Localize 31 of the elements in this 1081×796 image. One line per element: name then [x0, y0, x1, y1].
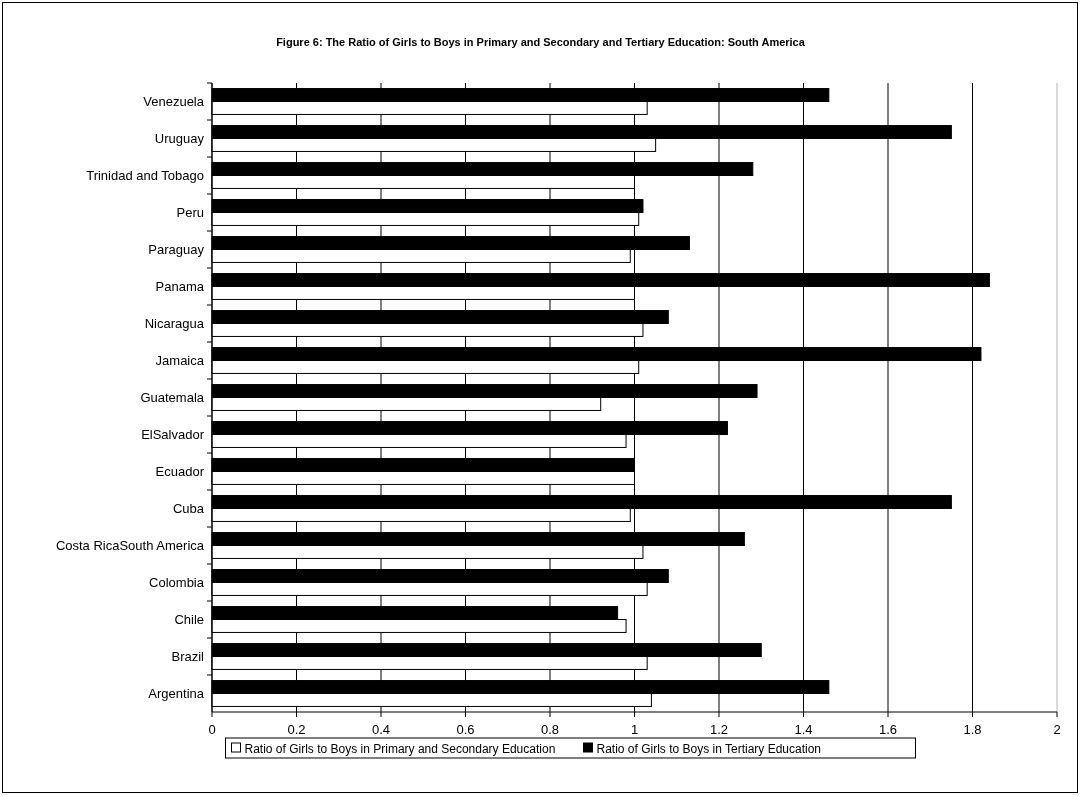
- legend-label: Ratio of Girls to Boys in Tertiary Education: [596, 741, 822, 756]
- y-tick-label: Argentina: [148, 685, 205, 701]
- x-tick-label: 0: [208, 722, 216, 737]
- x-tick-label: 1.6: [878, 722, 898, 737]
- y-tick-label: Colombia: [149, 574, 205, 590]
- y-tick-label: Panama: [155, 278, 205, 294]
- x-tick-label: 1: [630, 722, 639, 737]
- x-tick-label: 0.8: [540, 722, 560, 737]
- y-tick-label: Brazil: [171, 648, 205, 664]
- y-tick-label: Jamaica: [155, 352, 205, 368]
- y-tick-label: Chile: [174, 611, 204, 627]
- y-tick-label: Costa RicaSouth America: [55, 537, 205, 553]
- y-tick-label: Guatemala: [140, 389, 205, 405]
- x-tick-label: 0.6: [456, 722, 475, 737]
- y-tick-label: ElSalvador: [141, 426, 205, 442]
- y-tick-label: Trinidad and Tobago: [86, 167, 204, 183]
- x-tick-label: 0.2: [287, 722, 306, 737]
- legend-label: Ratio of Girls to Boys in Primary and Secondary Education: [244, 741, 556, 756]
- y-tick-label: Nicaragua: [144, 315, 205, 331]
- y-tick-label: Ecuador: [155, 463, 205, 479]
- x-tick-label: 1.2: [709, 722, 729, 737]
- x-tick-label: 1.4: [794, 722, 813, 737]
- y-tick-label: Cuba: [172, 500, 205, 516]
- x-tick-label: 0.4: [371, 722, 391, 737]
- x-tick-label: 1.8: [963, 722, 982, 737]
- chart-title: Figure 6: The Ratio of Girls to Boys in Primary and Secondary and Tertiary Education: South America: [276, 36, 806, 48]
- y-tick-label: Uruguay: [154, 130, 205, 146]
- x-tick-label: 2: [1053, 722, 1061, 737]
- y-tick-label: Peru: [176, 204, 204, 220]
- y-tick-label: Venezuela: [143, 93, 205, 109]
- y-tick-label: Paraguay: [148, 241, 205, 257]
